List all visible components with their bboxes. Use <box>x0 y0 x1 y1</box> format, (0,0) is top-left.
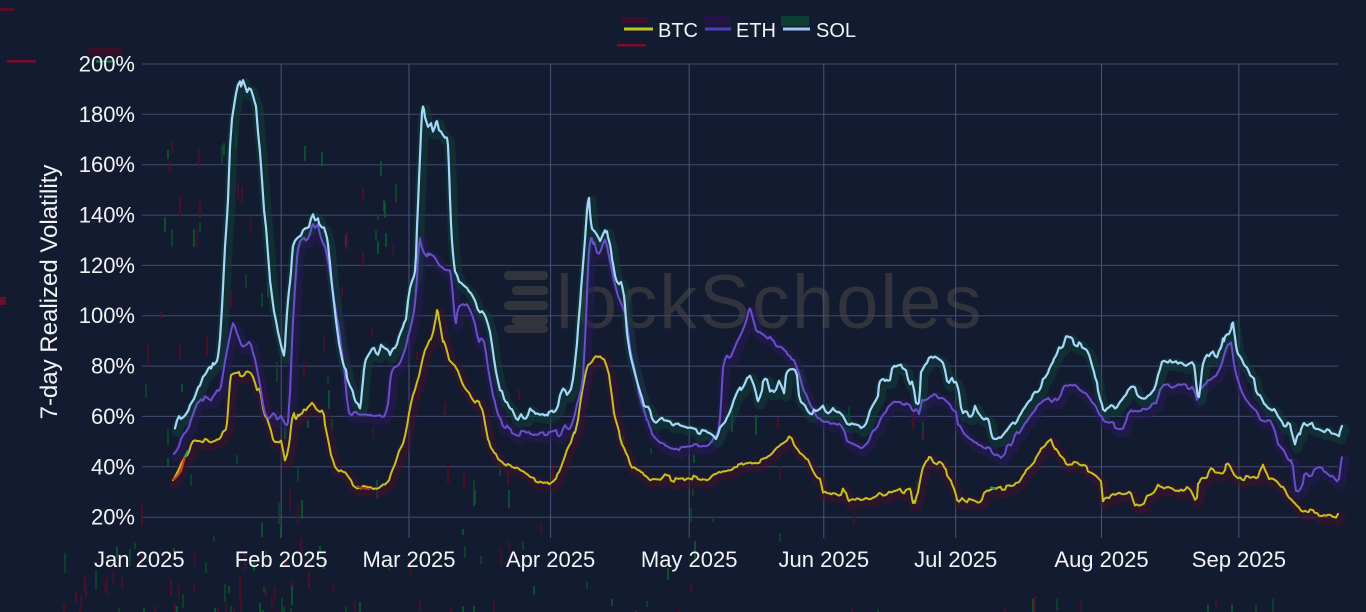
svg-text:SOL: SOL <box>816 20 856 42</box>
svg-text:160%: 160% <box>79 152 135 177</box>
svg-text:Sep 2025: Sep 2025 <box>1192 547 1286 572</box>
svg-text:ETH: ETH <box>736 20 776 42</box>
svg-text:40%: 40% <box>91 454 135 479</box>
svg-text:Feb 2025: Feb 2025 <box>235 547 328 572</box>
svg-text:80%: 80% <box>91 354 135 379</box>
svg-text:BTC: BTC <box>658 20 698 42</box>
svg-text:120%: 120% <box>79 253 135 278</box>
svg-text:Jul 2025: Jul 2025 <box>914 547 997 572</box>
svg-text:180%: 180% <box>79 102 135 127</box>
svg-text:Jan 2025: Jan 2025 <box>94 547 185 572</box>
svg-text:7-day Realized Volatility: 7-day Realized Volatility <box>36 165 63 420</box>
svg-text:Apr 2025: Apr 2025 <box>506 547 595 572</box>
svg-text:Jun 2025: Jun 2025 <box>779 547 870 572</box>
svg-text:140%: 140% <box>79 203 135 228</box>
svg-text:60%: 60% <box>91 404 135 429</box>
svg-text:20%: 20% <box>91 505 135 530</box>
svg-text:200%: 200% <box>79 52 135 77</box>
svg-text:May 2025: May 2025 <box>641 547 738 572</box>
svg-text:100%: 100% <box>79 303 135 328</box>
svg-text:Aug 2025: Aug 2025 <box>1054 547 1148 572</box>
svg-text:Mar 2025: Mar 2025 <box>363 547 456 572</box>
